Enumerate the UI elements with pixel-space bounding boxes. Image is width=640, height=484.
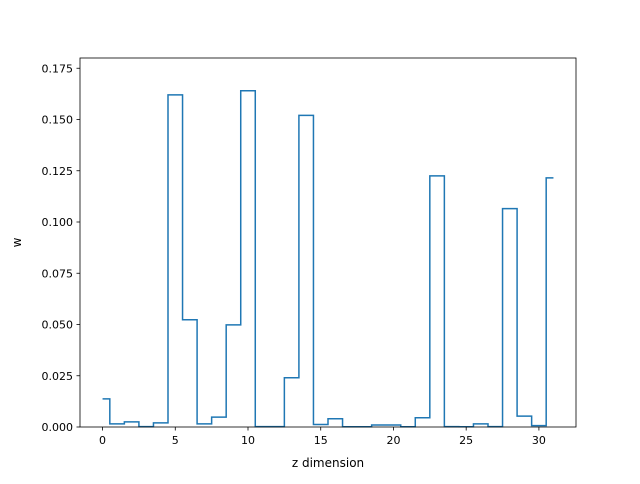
y-tick-label: 0.050 bbox=[42, 319, 74, 332]
x-axis-ticks: 0 5 10 15 20 25 30 bbox=[99, 427, 546, 447]
x-tick-label: 10 bbox=[241, 434, 255, 447]
x-tick-label: 5 bbox=[172, 434, 179, 447]
x-tick-label: 25 bbox=[459, 434, 473, 447]
x-tick-label: 15 bbox=[314, 434, 328, 447]
series-line-0 bbox=[102, 90, 554, 428]
y-axis-label: w bbox=[10, 237, 24, 247]
x-tick-label: 30 bbox=[532, 434, 546, 447]
x-tick-label: 20 bbox=[386, 434, 400, 447]
y-tick-label: 0.075 bbox=[42, 267, 74, 280]
y-tick-label: 0.150 bbox=[42, 114, 74, 127]
plot-area bbox=[102, 90, 554, 428]
y-tick-label: 0.025 bbox=[42, 370, 74, 383]
y-tick-label: 0.100 bbox=[42, 216, 74, 229]
y-tick-label: 0.000 bbox=[42, 421, 74, 434]
y-axis-ticks: 0.000 0.025 0.050 0.075 0.100 0.125 0.150 0.175 bbox=[42, 62, 80, 434]
y-tick-label: 0.175 bbox=[42, 62, 74, 75]
x-tick-label: 0 bbox=[99, 434, 106, 447]
axes-frame bbox=[79, 57, 577, 428]
x-axis-label: z dimension bbox=[292, 456, 364, 470]
y-tick-label: 0.125 bbox=[42, 165, 74, 178]
